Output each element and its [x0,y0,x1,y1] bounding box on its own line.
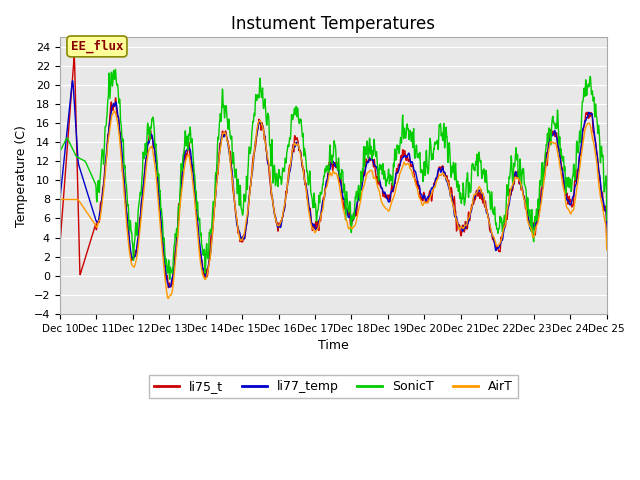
AirT [173,240,181,246]
li75_t [164,285,172,290]
AirT [280,207,287,213]
Line: li77_temp: li77_temp [60,81,607,287]
li75_t [430,182,438,188]
SonicT [166,276,173,282]
SonicT [603,217,611,223]
SonicT [430,146,438,152]
li75_t [173,228,181,233]
li75_t [88,235,95,241]
li77_temp [88,203,95,209]
Line: AirT: AirT [60,111,607,299]
AirT [430,185,438,191]
li75_t [280,208,287,214]
SonicT [280,168,287,174]
li75_t [282,189,290,194]
li77_temp [165,284,173,290]
Title: Instument Temperatures: Instument Temperatures [231,15,435,33]
SonicT [282,158,290,164]
SonicT [111,67,119,72]
SonicT [56,190,63,196]
Text: EE_flux: EE_flux [70,40,124,53]
li77_temp [603,229,611,235]
Legend: li75_t, li77_temp, SonicT, AirT: li75_t, li77_temp, SonicT, AirT [148,375,518,398]
Line: SonicT: SonicT [60,70,607,279]
Y-axis label: Temperature (C): Temperature (C) [15,125,28,227]
Line: li75_t: li75_t [60,58,607,288]
li75_t [70,55,78,60]
SonicT [173,231,181,237]
AirT [164,296,172,301]
AirT [56,227,63,233]
li77_temp [282,191,290,197]
X-axis label: Time: Time [318,339,349,352]
SonicT [87,171,95,177]
li77_temp [68,78,76,84]
li77_temp [173,231,181,237]
li77_temp [56,234,63,240]
AirT [603,247,611,252]
li75_t [56,252,63,258]
AirT [261,137,269,143]
li75_t [261,133,269,139]
li75_t [603,236,611,242]
li77_temp [261,136,269,142]
SonicT [261,96,269,102]
li77_temp [280,209,287,215]
AirT [87,216,95,221]
li77_temp [430,182,438,188]
AirT [282,191,290,197]
AirT [110,108,118,114]
